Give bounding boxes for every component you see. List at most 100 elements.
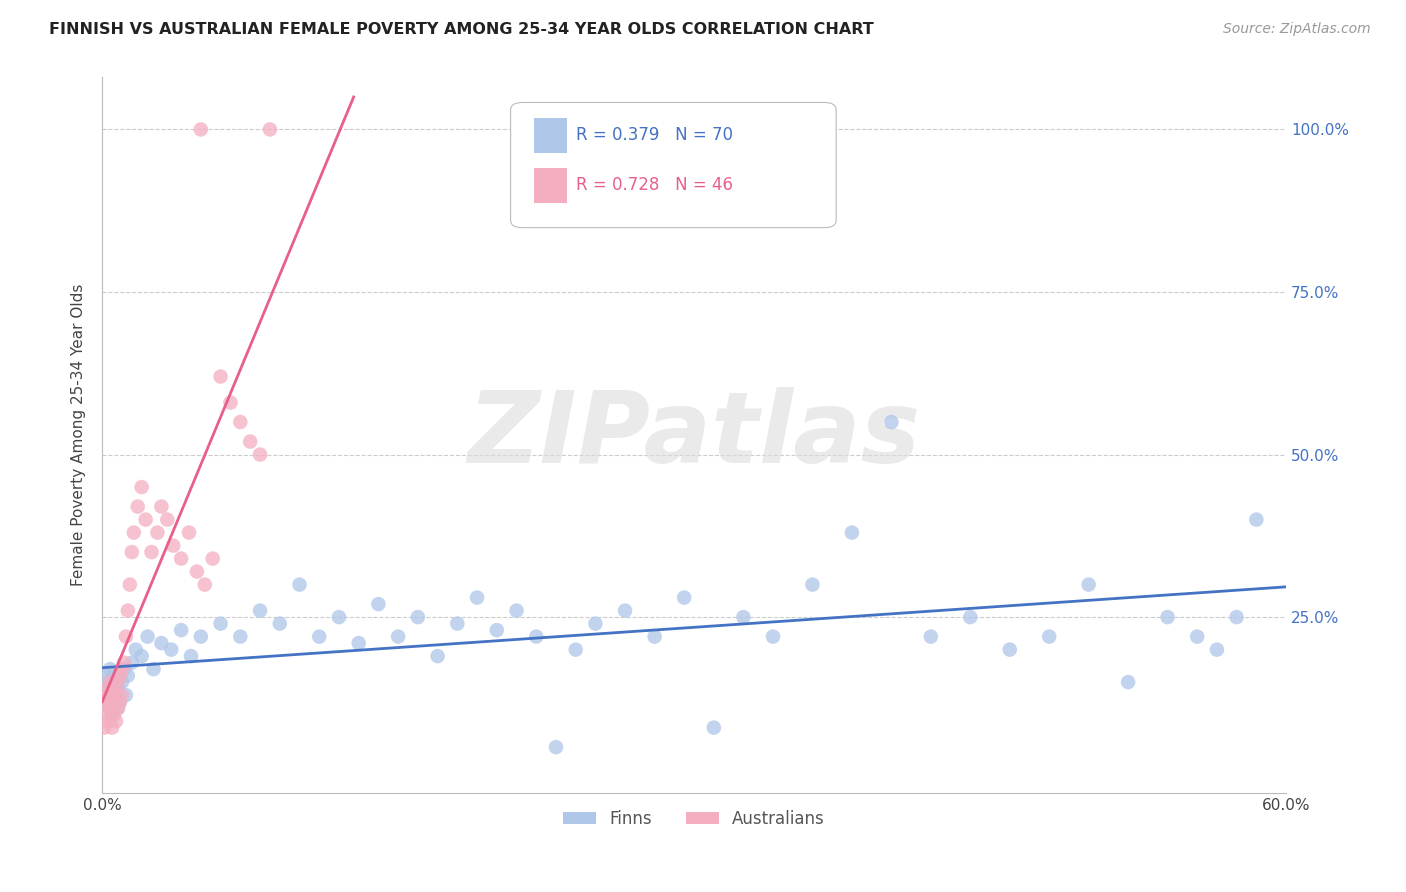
Point bbox=[1206, 642, 1229, 657]
Point bbox=[288, 577, 311, 591]
Point bbox=[98, 662, 121, 676]
Point bbox=[97, 714, 120, 728]
Point bbox=[142, 662, 165, 676]
Point bbox=[121, 656, 143, 670]
Point bbox=[105, 688, 128, 702]
Point bbox=[93, 681, 115, 696]
Point bbox=[1185, 630, 1208, 644]
Point bbox=[108, 668, 131, 682]
Text: R = 0.379   N = 70: R = 0.379 N = 70 bbox=[575, 127, 733, 145]
Point bbox=[118, 577, 141, 591]
Point bbox=[136, 630, 159, 644]
Point bbox=[209, 616, 232, 631]
Point bbox=[97, 675, 120, 690]
Point bbox=[1038, 630, 1060, 644]
Point bbox=[583, 616, 606, 631]
Point bbox=[107, 681, 129, 696]
Point bbox=[426, 649, 449, 664]
Point bbox=[524, 630, 547, 644]
Point bbox=[465, 591, 488, 605]
Point bbox=[105, 688, 128, 702]
Point bbox=[98, 675, 121, 690]
Point bbox=[131, 480, 153, 494]
Point bbox=[122, 525, 145, 540]
Point bbox=[103, 707, 125, 722]
Point bbox=[201, 551, 224, 566]
Point bbox=[111, 662, 134, 676]
Point bbox=[101, 721, 124, 735]
Point bbox=[103, 668, 125, 682]
Bar bbox=[534, 169, 568, 202]
Point bbox=[194, 577, 217, 591]
Text: Source: ZipAtlas.com: Source: ZipAtlas.com bbox=[1223, 22, 1371, 37]
Point bbox=[131, 649, 153, 664]
Point bbox=[209, 369, 232, 384]
Point bbox=[505, 604, 527, 618]
Point bbox=[186, 565, 208, 579]
Point bbox=[98, 701, 121, 715]
Point bbox=[98, 701, 121, 715]
Point bbox=[112, 656, 135, 670]
Point bbox=[762, 630, 785, 644]
Point bbox=[880, 415, 903, 429]
Point bbox=[117, 668, 139, 682]
Point bbox=[406, 610, 429, 624]
Point bbox=[614, 604, 637, 618]
Point bbox=[93, 695, 115, 709]
Point bbox=[107, 701, 129, 715]
Text: R = 0.728   N = 46: R = 0.728 N = 46 bbox=[575, 177, 733, 194]
Point bbox=[146, 525, 169, 540]
Point bbox=[135, 512, 157, 526]
Point bbox=[703, 721, 725, 735]
Point bbox=[998, 642, 1021, 657]
Point bbox=[259, 122, 281, 136]
Point bbox=[673, 591, 696, 605]
Point bbox=[733, 610, 755, 624]
Point bbox=[96, 707, 118, 722]
Point bbox=[841, 525, 863, 540]
Point bbox=[485, 623, 508, 637]
Point bbox=[101, 681, 124, 696]
Point bbox=[920, 630, 942, 644]
Y-axis label: Female Poverty Among 25-34 Year Olds: Female Poverty Among 25-34 Year Olds bbox=[72, 284, 86, 586]
Point bbox=[177, 525, 200, 540]
Point bbox=[127, 500, 149, 514]
Point bbox=[564, 642, 586, 657]
Point bbox=[111, 688, 134, 702]
Point bbox=[103, 681, 125, 696]
Point bbox=[1156, 610, 1178, 624]
Point bbox=[108, 695, 131, 709]
Point bbox=[150, 500, 173, 514]
Point bbox=[107, 675, 129, 690]
Point bbox=[1077, 577, 1099, 591]
Point bbox=[544, 740, 567, 755]
Point bbox=[239, 434, 262, 449]
Point bbox=[112, 662, 135, 676]
Point bbox=[269, 616, 291, 631]
Point bbox=[229, 630, 252, 644]
Point bbox=[387, 630, 409, 644]
Point bbox=[308, 630, 330, 644]
Bar bbox=[534, 119, 568, 153]
Point bbox=[96, 695, 118, 709]
Point bbox=[97, 688, 120, 702]
Point bbox=[160, 642, 183, 657]
Point bbox=[1246, 512, 1268, 526]
Point bbox=[150, 636, 173, 650]
Point bbox=[959, 610, 981, 624]
Point bbox=[115, 630, 138, 644]
Point bbox=[141, 545, 163, 559]
Point bbox=[107, 701, 129, 715]
Point bbox=[115, 688, 138, 702]
Point bbox=[180, 649, 202, 664]
Point bbox=[117, 604, 139, 618]
Point bbox=[108, 695, 131, 709]
Point bbox=[446, 616, 468, 631]
Point bbox=[121, 545, 143, 559]
Text: ZIPatlas: ZIPatlas bbox=[468, 386, 921, 483]
Point bbox=[101, 695, 124, 709]
Point bbox=[190, 122, 212, 136]
Point bbox=[801, 577, 824, 591]
Point bbox=[190, 630, 212, 644]
Point bbox=[170, 551, 193, 566]
